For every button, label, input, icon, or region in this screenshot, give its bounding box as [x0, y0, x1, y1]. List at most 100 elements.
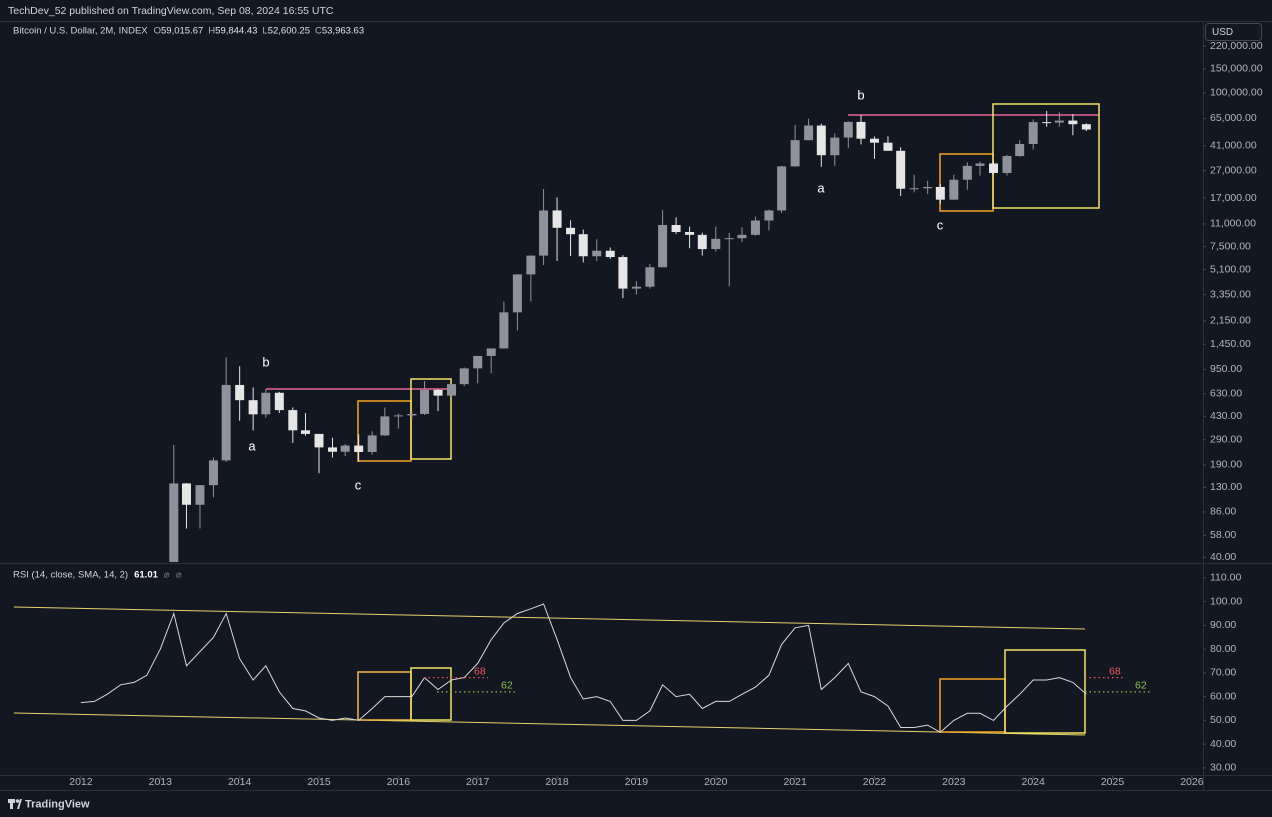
- candle-body: [181, 483, 191, 505]
- y-tick-label: 11,000.00: [1210, 218, 1256, 230]
- y-tick-label: 65,000.00: [1210, 112, 1257, 124]
- x-tick-label: 2016: [387, 776, 411, 788]
- candle-body: [380, 416, 390, 436]
- y-tick-label: 190.00: [1210, 459, 1242, 471]
- ohlc-key: H: [208, 26, 215, 37]
- candle-body: [1081, 124, 1091, 130]
- x-tick-label: 2018: [545, 776, 569, 788]
- x-tick-label: 2023: [942, 776, 966, 788]
- candle-body: [645, 267, 655, 287]
- candle-body: [750, 220, 760, 235]
- indicator-title: RSI (14, close, SMA, 14, 2): [13, 570, 128, 581]
- candle-body: [420, 389, 430, 414]
- icon: ⌀: [176, 570, 182, 581]
- y-tick-label: 40.00: [1210, 551, 1236, 563]
- candle-body: [407, 413, 417, 416]
- candle-body: [221, 384, 231, 461]
- y-tick-label: 17,000.00: [1210, 192, 1257, 204]
- candle-body: [592, 250, 602, 257]
- y-tick-label: 150,000.00: [1210, 63, 1263, 75]
- drawings-main: [266, 103, 1100, 462]
- y-tick-label: 100,000.00: [1210, 87, 1263, 99]
- candle-body: [208, 460, 218, 486]
- ohlc-key: O: [154, 26, 161, 37]
- x-tick-label: 2019: [625, 776, 649, 788]
- candle-body: [737, 234, 747, 239]
- y-tick-label: 27,000.00: [1210, 164, 1257, 176]
- level-label: 68: [474, 665, 486, 677]
- x-tick-label: 2017: [466, 776, 490, 788]
- candle-body: [935, 186, 945, 200]
- trend-line: [13, 606, 1086, 630]
- symbol-label: Bitcoin / U.S. Dollar, 2M, INDEX: [13, 26, 148, 37]
- currency-button[interactable]: [1205, 23, 1262, 41]
- candle-body: [526, 255, 536, 275]
- candle-body: [989, 163, 999, 173]
- y-tick-label: 2,150.00: [1210, 315, 1251, 327]
- box-yellow: [992, 103, 1100, 209]
- candle-body: [1028, 122, 1038, 144]
- wave-label: a: [248, 438, 256, 453]
- candle-body: [301, 430, 311, 434]
- level-label: 62: [501, 680, 513, 692]
- ohlc-value: 59,844.43: [215, 26, 257, 37]
- candle-body: [195, 485, 205, 505]
- wave-label: c: [937, 217, 944, 232]
- candle-body: [274, 392, 284, 411]
- footer-bar: [0, 791, 1272, 817]
- candle-body: [685, 232, 695, 235]
- candle-body: [367, 435, 377, 452]
- wave-label: b: [262, 354, 269, 369]
- y-tick-label: 70.00: [1210, 667, 1236, 679]
- candle-body: [248, 400, 258, 415]
- x-tick-label: 2022: [863, 776, 887, 788]
- candle-body: [433, 389, 443, 396]
- brand: TradingView: [25, 798, 90, 810]
- candle-body: [459, 368, 469, 385]
- wave-label: a: [817, 180, 825, 195]
- candle-body: [830, 137, 840, 156]
- y-tick-label: 220,000.00: [1210, 40, 1263, 52]
- ohlc-value: 53,963.63: [322, 26, 364, 37]
- candle-body: [539, 210, 549, 256]
- y-tick-label: 110.00: [1210, 572, 1241, 584]
- ohlc-key: L: [262, 26, 267, 37]
- candle-body: [169, 483, 179, 562]
- candle-body: [671, 225, 681, 233]
- candle-body: [327, 447, 337, 452]
- drawings-rsi: [13, 606, 1086, 736]
- candle-body: [512, 274, 522, 313]
- y-tick-label: 60.00: [1210, 690, 1236, 702]
- y-tick-label: 130.00: [1210, 481, 1242, 493]
- candle-body: [777, 166, 787, 211]
- candle-body: [473, 355, 483, 369]
- candle-body: [1054, 120, 1064, 123]
- candle-body: [618, 257, 628, 289]
- candle-body: [883, 142, 893, 151]
- candle-body: [288, 410, 298, 431]
- y-tick-label: 80.00: [1210, 643, 1236, 655]
- candle-body: [566, 227, 576, 235]
- candle-body: [578, 234, 588, 257]
- y-tick-label: 430.00: [1210, 410, 1242, 422]
- candle-body: [843, 121, 853, 138]
- ohlc-value: 59,015.67: [161, 26, 203, 37]
- y-tick-label: 100.00: [1210, 595, 1242, 607]
- header-bar: [0, 0, 1272, 21]
- candle-body: [724, 238, 734, 240]
- candle-body: [486, 348, 496, 356]
- candle-body: [804, 125, 814, 141]
- candle-body: [764, 210, 774, 221]
- candle-body: [1068, 120, 1078, 125]
- candle-body: [235, 384, 245, 401]
- box-yellow: [410, 667, 452, 721]
- tradingview-logo: [8, 799, 22, 809]
- y-tick-label: 30.00: [1210, 762, 1236, 774]
- rsi-line: [80, 603, 1087, 733]
- candle-body: [869, 138, 879, 143]
- candle-body: [896, 150, 906, 189]
- y-tick-label: 58.00: [1210, 529, 1236, 541]
- currency-label[interactable]: USD: [1212, 27, 1233, 38]
